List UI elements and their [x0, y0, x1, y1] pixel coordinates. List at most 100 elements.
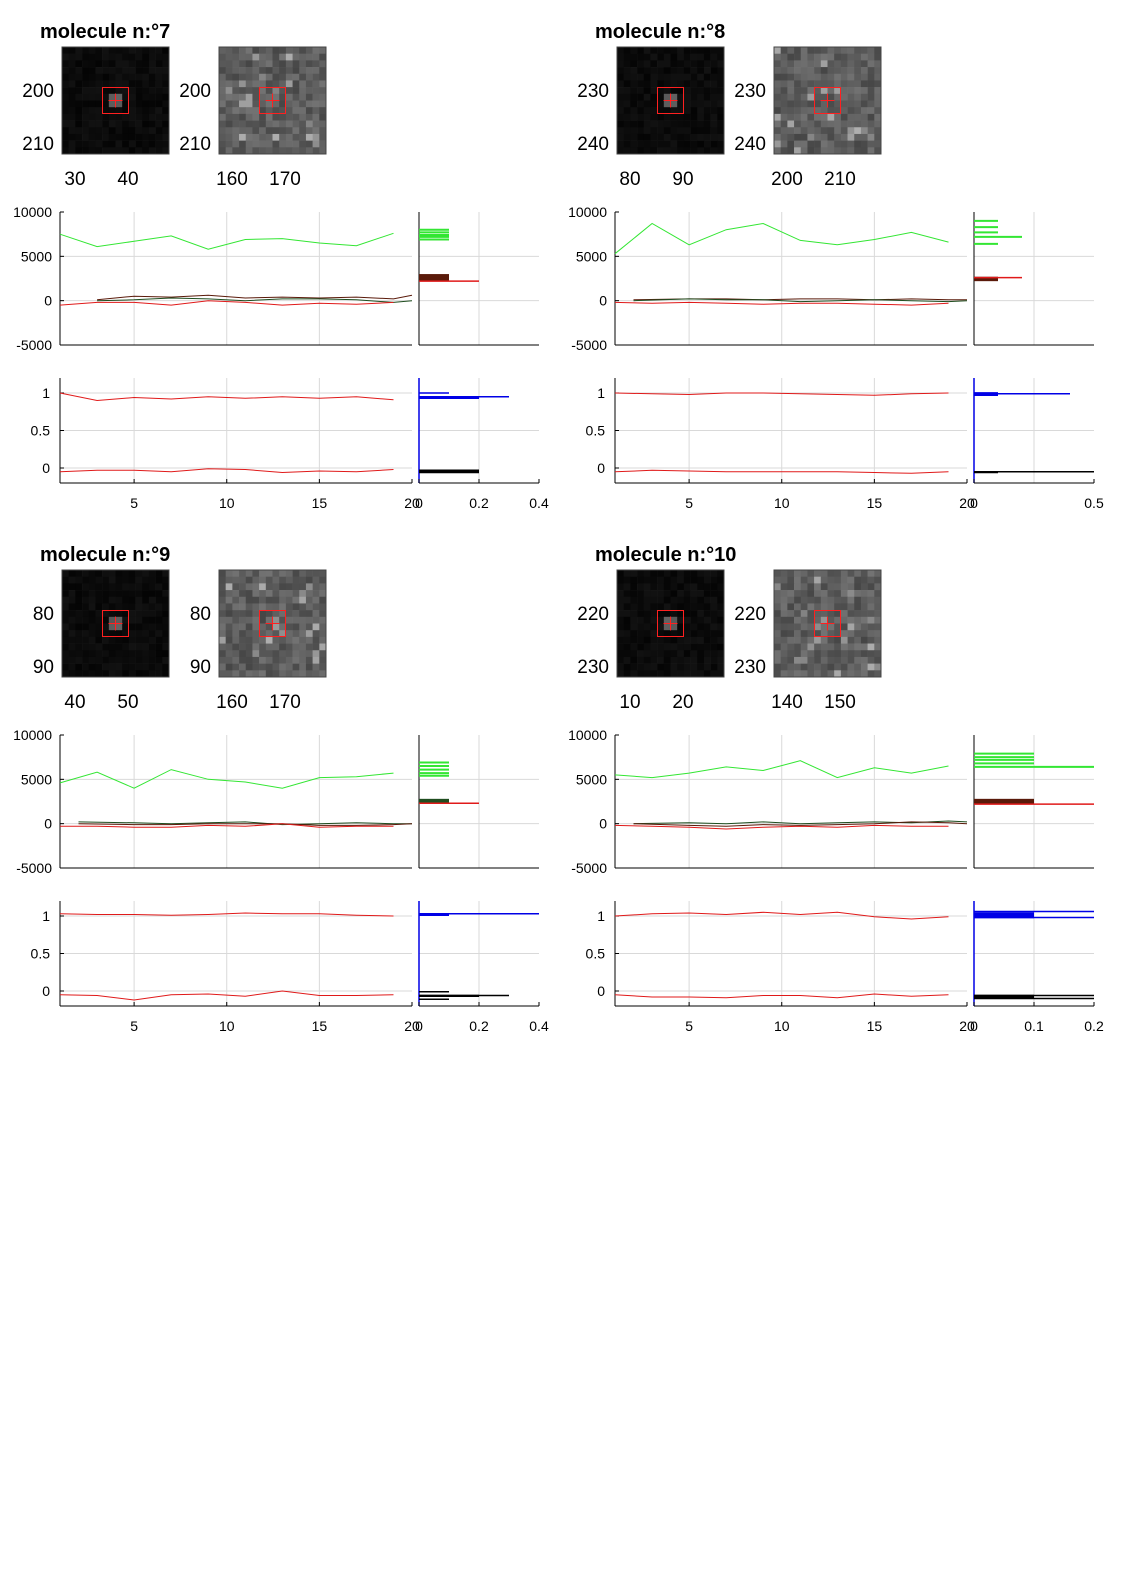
- image-pixel: [252, 596, 260, 604]
- image-pixel: [259, 100, 267, 108]
- image-pixel: [814, 630, 822, 638]
- image-pixel: [62, 616, 69, 624]
- image-pixel: [670, 583, 678, 591]
- image-pixel: [232, 616, 240, 624]
- image-pixel: [807, 583, 815, 591]
- image-pixel: [683, 623, 691, 631]
- image-pixel: [670, 670, 678, 678]
- image-pixel: [847, 663, 855, 671]
- image-pixel: [115, 107, 123, 115]
- image-pixel: [162, 133, 170, 141]
- image-pixel: [162, 140, 170, 148]
- image-pixel: [814, 650, 822, 658]
- image-pixel: [108, 87, 116, 95]
- image-pixel: [265, 127, 273, 135]
- image-pixel: [683, 616, 691, 624]
- image-pixel: [677, 53, 685, 61]
- image-pixel: [847, 590, 855, 598]
- image-pixel: [68, 127, 76, 135]
- image-pixel: [630, 73, 638, 81]
- image-pixel: [657, 650, 665, 658]
- image-pixel: [840, 53, 848, 61]
- image-pixel: [874, 590, 882, 598]
- x-tick-label: 0: [970, 1018, 978, 1034]
- image-pixel: [794, 87, 802, 95]
- image-pixel: [162, 93, 170, 101]
- image-pixel: [219, 140, 226, 148]
- image-pixel: [834, 663, 842, 671]
- image-pixel: [155, 583, 163, 591]
- image-pixel: [265, 590, 273, 598]
- image-pixel: [272, 663, 280, 671]
- image-pixel: [115, 663, 123, 671]
- image-pixel: [259, 643, 267, 651]
- image-pixel: [95, 140, 103, 148]
- image-pixel: [319, 643, 327, 651]
- image-pixel: [774, 616, 781, 624]
- image-pixel: [630, 570, 638, 577]
- image-pixel: [135, 87, 143, 95]
- image-pixel: [135, 603, 143, 611]
- image-pixel: [800, 583, 808, 591]
- image-pixel: [814, 663, 822, 671]
- image-pixel: [690, 100, 698, 108]
- image-pixel: [774, 670, 781, 678]
- selection-box: [657, 610, 684, 637]
- intensity-histogram: [973, 212, 1094, 346]
- image-pixel: [102, 147, 110, 155]
- image-pixel: [285, 670, 293, 678]
- image-pixel: [650, 643, 658, 651]
- image-pixel: [245, 670, 253, 678]
- image-pixel: [827, 87, 835, 95]
- image-pixel: [148, 93, 156, 101]
- image-pixel: [95, 67, 103, 75]
- image-pixel: [142, 140, 150, 148]
- image-pixel: [800, 656, 808, 664]
- image-pixel: [279, 643, 287, 651]
- image-pixel: [148, 656, 156, 664]
- image-pixel: [148, 630, 156, 638]
- image-pixel: [703, 107, 711, 115]
- image-pixel: [710, 623, 718, 631]
- image-pixel: [683, 67, 691, 75]
- image-pixel: [259, 140, 267, 148]
- image-pixel: [874, 670, 882, 678]
- image-pixel: [225, 603, 233, 611]
- image-pixel: [657, 67, 665, 75]
- image-pixel: [820, 663, 828, 671]
- image-pixel: [239, 656, 247, 664]
- image-pixel: [630, 53, 638, 61]
- image-pixel: [265, 133, 273, 141]
- image-pixel: [285, 643, 293, 651]
- image-pixel: [252, 53, 260, 61]
- image-pixel: [820, 650, 828, 658]
- image-pixel: [820, 127, 828, 135]
- image-pixel: [840, 140, 848, 148]
- image-pixel: [623, 670, 631, 678]
- image-pixel: [75, 80, 83, 88]
- image-pixel: [219, 663, 226, 671]
- image-pixel: [259, 73, 267, 81]
- image-pixel: [800, 73, 808, 81]
- image-pixel: [827, 603, 835, 611]
- image-pixel: [867, 650, 875, 658]
- x-tick-label: 15: [867, 495, 883, 511]
- image-pixel: [854, 47, 862, 54]
- image-pixel: [677, 127, 685, 135]
- image-pixel: [102, 623, 110, 631]
- image-pixel: [800, 87, 808, 95]
- image-pixel: [774, 147, 781, 155]
- image-pixel: [115, 127, 123, 135]
- image-pixel: [834, 583, 842, 591]
- x-tick-label: 15: [867, 1018, 883, 1034]
- y-tick-label: 0.5: [586, 946, 606, 962]
- image-pixel: [860, 656, 868, 664]
- image-pixel: [670, 663, 678, 671]
- image-pixel: [122, 630, 130, 638]
- image-pixel: [285, 133, 293, 141]
- image-pixel: [162, 100, 170, 108]
- image-pixel: [88, 93, 96, 101]
- image-pixel: [710, 47, 718, 54]
- y-tick-label: 10000: [13, 727, 52, 743]
- image-pixel: [115, 670, 123, 678]
